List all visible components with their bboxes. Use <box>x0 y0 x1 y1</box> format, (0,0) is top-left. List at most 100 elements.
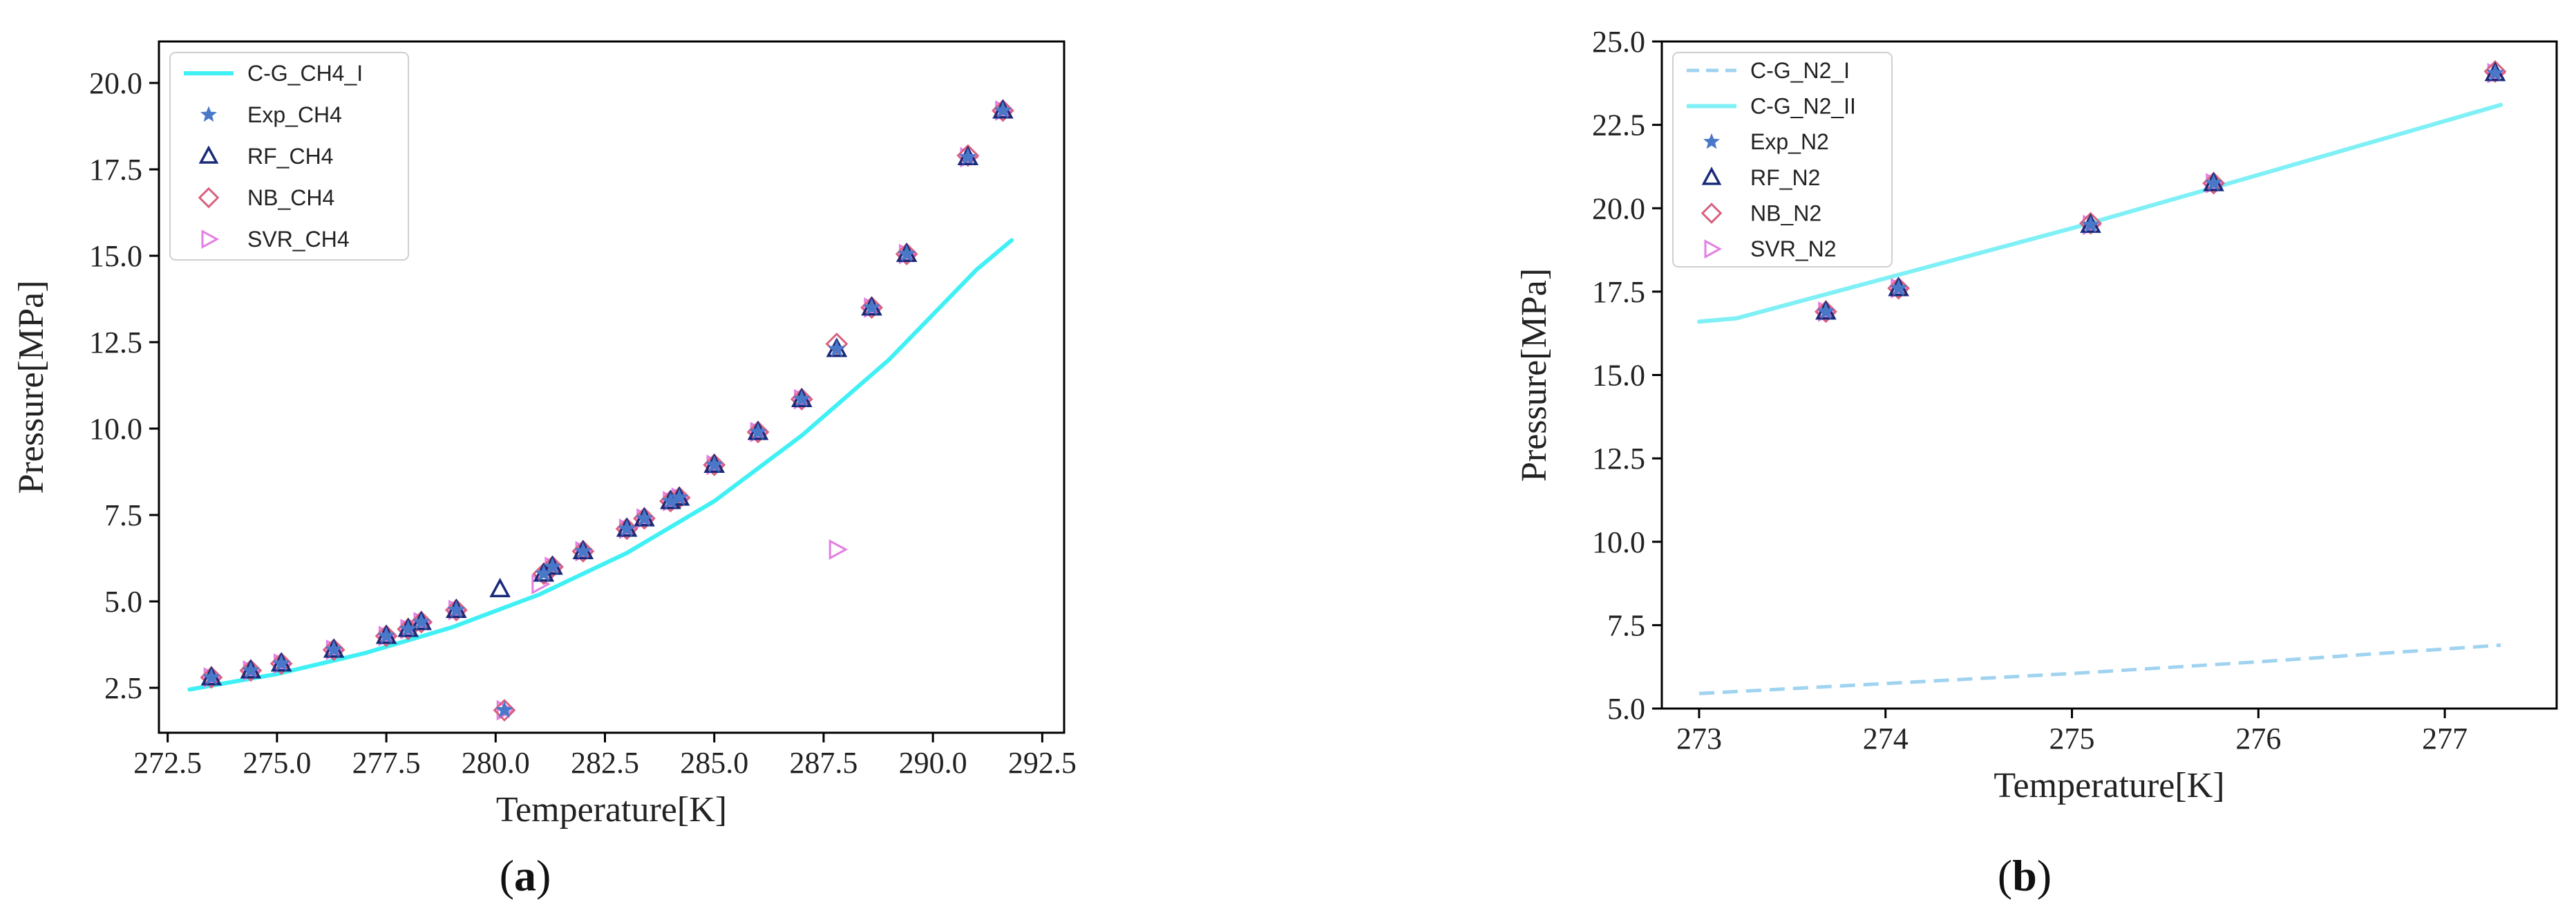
caption-b: (b) <box>1998 851 2052 900</box>
data-point-NB_CH4 <box>895 243 918 265</box>
y-tick-label-a: 15.0 <box>89 239 142 273</box>
data-point-Exp_N2 <box>1889 279 1908 297</box>
legend-label-NB_CH4: NB_CH4 <box>247 185 334 210</box>
x-tick-label-a: 290.0 <box>899 746 967 780</box>
legend-label-C-G_CH4_I: C-G_CH4_I <box>247 61 363 86</box>
legend-label-C-G_N2_II: C-G_N2_II <box>1750 94 1856 119</box>
x-axis-label-a: Temperature[K] <box>496 790 727 830</box>
data-point-Exp_CH4 <box>447 600 466 618</box>
data-point-Exp_CH4 <box>793 389 811 407</box>
data-point-NB_CH4 <box>200 666 223 689</box>
legend-label-Exp_CH4: Exp_CH4 <box>247 102 342 127</box>
y-tick-label-b: 7.5 <box>1607 608 1645 642</box>
data-point-NB_CH4 <box>239 659 263 682</box>
x-tick-label-a: 285.0 <box>680 746 748 780</box>
x-tick-label-b: 274 <box>1863 722 1909 756</box>
data-point-Exp_CH4 <box>670 488 689 505</box>
data-point-NB_CH4 <box>493 699 516 722</box>
y-tick-label-a: 12.5 <box>89 326 142 359</box>
data-point-NB_N2 <box>2483 60 2507 83</box>
plot-area-b <box>1697 60 2507 695</box>
legend-handle-SVR_N2 <box>1704 239 1723 259</box>
data-point-NB_CH4 <box>444 599 468 621</box>
data-point-Exp_CH4 <box>377 626 396 644</box>
data-point-NB_CH4 <box>375 624 398 648</box>
legend-handle-Exp_CH4 <box>200 106 217 122</box>
legend-label-SVR_CH4: SVR_CH4 <box>247 227 350 252</box>
data-point-SVR_CH4 <box>828 539 849 560</box>
data-point-Exp_N2 <box>2204 174 2223 191</box>
x-tick-label-a: 282.5 <box>571 746 639 780</box>
data-point-NB_N2 <box>1887 277 1911 300</box>
data-point-NB_CH4 <box>571 540 595 563</box>
data-point-NB_CH4 <box>790 388 813 411</box>
x-axis-label-b: Temperature[K] <box>1993 766 2224 805</box>
y-tick-label-a: 17.5 <box>89 153 142 187</box>
chart-b: 273 274 275 276 277 5.0 7.5 10.0 12.5 15.0 17.5 20.… <box>1515 25 2558 805</box>
data-point-NB_CH4 <box>860 296 883 319</box>
data-point-Exp_CH4 <box>618 519 636 536</box>
data-point-Exp_CH4 <box>325 640 343 657</box>
x-tick-label-b: 275 <box>2049 722 2095 756</box>
data-point-Exp_CH4 <box>958 147 977 165</box>
legend-label-C-G_N2_I: C-G_N2_I <box>1750 58 1850 83</box>
data-point-Exp_CH4 <box>635 509 654 526</box>
legend-a: C-G_CH4_I Exp_CH4 RF_CH4 NB_CH4 SVR_CH4 <box>169 52 409 261</box>
data-point-NB_CH4 <box>633 507 656 530</box>
data-point-Exp_CH4 <box>272 654 291 671</box>
y-tick-label-b: 5.0 <box>1607 692 1645 726</box>
series-line-C-G_N2_II <box>1697 102 2503 324</box>
legend-handle-NB_CH4 <box>198 187 220 209</box>
x-tick-label-a: 277.5 <box>352 746 421 780</box>
x-tick-label-a: 292.5 <box>1008 746 1077 780</box>
data-point-Exp_CH4 <box>543 557 562 574</box>
y-tick-label-a: 20.0 <box>89 66 142 100</box>
y-tick-label-a: 10.0 <box>89 412 142 446</box>
data-point-Exp_N2 <box>1817 302 1835 319</box>
x-tick-label-a: 287.5 <box>789 746 858 780</box>
data-point-Exp_CH4 <box>749 422 767 440</box>
series-line-C-G_N2_I <box>1698 643 2501 695</box>
legend-handle-SVR_CH4 <box>201 230 220 249</box>
x-tick-label-a: 272.5 <box>133 746 202 780</box>
data-point-Exp_CH4 <box>705 455 723 473</box>
data-point-Exp_CH4 <box>241 661 260 678</box>
data-point-NB_CH4 <box>269 652 293 675</box>
data-point-NB_N2 <box>2202 171 2226 195</box>
y-tick-label-b: 17.5 <box>1592 275 1645 309</box>
y-axis-label-a: Pressure[MPa] <box>12 280 51 494</box>
legend-handle-Exp_N2 <box>1703 133 1720 149</box>
legend-box-b <box>1672 52 1893 268</box>
data-point-NB_CH4 <box>615 517 638 541</box>
data-point-Exp_CH4 <box>412 612 430 630</box>
x-tick-label-a: 280.0 <box>462 746 530 780</box>
legend-label-NB_N2: NB_N2 <box>1750 201 1821 226</box>
data-point-RF_CH4 <box>489 577 511 597</box>
data-point-NB_CH4 <box>410 610 433 634</box>
data-point-Exp_CH4 <box>994 101 1012 118</box>
x-tick-label-b: 276 <box>2235 722 2281 756</box>
legend-label-SVR_N2: SVR_N2 <box>1750 236 1837 261</box>
data-point-NB_CH4 <box>825 332 849 355</box>
legend-label-RF_N2: RF_N2 <box>1750 165 1820 190</box>
data-point-NB_CH4 <box>746 420 770 444</box>
y-tick-label-b: 20.0 <box>1592 191 1645 225</box>
y-tick-label-b: 12.5 <box>1592 442 1645 476</box>
legend-label-Exp_N2: Exp_N2 <box>1750 129 1829 154</box>
data-point-Exp_CH4 <box>827 339 846 357</box>
data-point-NB_N2 <box>1814 300 1837 324</box>
legend-handle-RF_CH4 <box>198 145 219 164</box>
y-tick-label-a: 7.5 <box>104 498 142 532</box>
data-point-Exp_CH4 <box>399 619 417 637</box>
data-point-NB_CH4 <box>322 638 345 662</box>
data-point-Exp_CH4 <box>661 491 680 509</box>
data-point-Exp_CH4 <box>898 244 916 262</box>
y-axis-label-b: Pressure[MPa] <box>1515 268 1554 482</box>
y-tick-label-b: 25.0 <box>1592 25 1645 59</box>
caption-a: (a) <box>500 851 551 900</box>
data-point-Exp_CH4 <box>495 700 513 718</box>
data-point-Exp_CH4 <box>574 541 592 559</box>
plot-frame-a <box>158 40 1066 734</box>
legend-b: C-G_N2_I C-G_N2_II Exp_N2 RF_N2 NB_N2 SVR_N2 <box>1672 52 1893 268</box>
y-tick-label-b: 15.0 <box>1592 359 1645 393</box>
